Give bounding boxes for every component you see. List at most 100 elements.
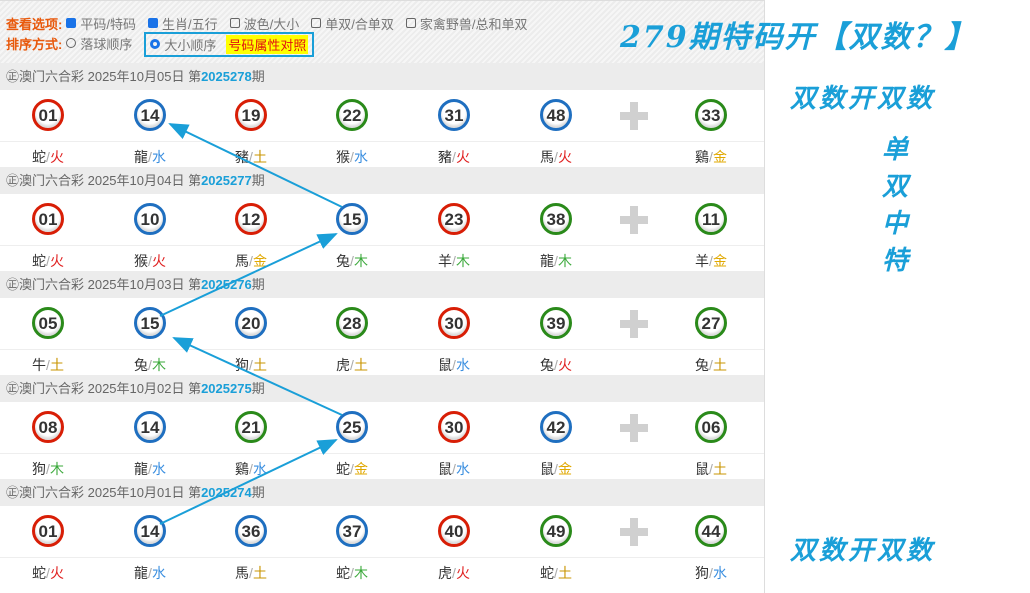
zodiac: 狗	[695, 565, 710, 581]
checkbox[interactable]	[147, 18, 158, 28]
zodiac-element: 狗/土	[235, 357, 267, 373]
draw-header: ㊣澳门六合彩 2025年10月05日 第2025278期	[0, 63, 764, 90]
compare-link[interactable]: 号码属性对照	[226, 34, 309, 54]
view-option[interactable]: 波色/大小	[229, 14, 299, 33]
element: 木	[151, 357, 166, 373]
zodiac: 羊	[695, 253, 710, 269]
headline-annotation: 279期特码开【双数？】	[620, 20, 977, 55]
zodiac: 兔	[134, 357, 149, 373]
zodiac-element: 鼠/土	[695, 461, 727, 477]
radio[interactable]	[66, 38, 77, 48]
number-ball: 27	[695, 307, 727, 339]
number-ball: 28	[336, 307, 368, 339]
ball-row: 05 15 20 28 30 39 27	[0, 298, 764, 350]
element: 土	[712, 357, 727, 373]
zodiac: 龍	[134, 149, 149, 165]
zodiac-element: 狗/木	[32, 461, 64, 477]
zodiac-element: 蛇/火	[32, 253, 64, 269]
draw-header: ㊣澳门六合彩 2025年10月04日 第2025277期	[0, 167, 764, 194]
view-option[interactable]: 生肖/五行	[147, 14, 218, 33]
checkbox[interactable]	[405, 18, 416, 28]
view-option[interactable]: 平码/特码	[66, 14, 136, 33]
zodiac-element: 兔/土	[695, 357, 727, 373]
zodiac-element: 龍/水	[134, 565, 166, 581]
zodiac: 鼠	[540, 461, 555, 477]
plus-icon	[620, 414, 648, 442]
number-ball: 49	[540, 515, 572, 547]
ball-row: 01 10 12 15 23 38 11	[0, 194, 764, 246]
issue-number: 2025278	[201, 69, 252, 84]
draw-header: ㊣澳门六合彩 2025年10月01日 第2025274期	[0, 479, 764, 506]
zodiac-element: 猴/水	[336, 149, 368, 165]
zodiac-element: 蛇/土	[540, 565, 572, 581]
zodiac: 豬	[438, 149, 453, 165]
number-ball: 01	[32, 515, 64, 547]
number-ball: 25	[336, 411, 368, 443]
element: 水	[455, 461, 470, 477]
zodiac-element: 豬/火	[438, 149, 470, 165]
element: 木	[353, 565, 368, 581]
checkbox[interactable]	[229, 18, 240, 28]
view-option[interactable]: 单双/合单双	[311, 14, 394, 33]
checkbox[interactable]	[311, 18, 322, 28]
number-ball: 15	[134, 307, 166, 339]
zodiac: 馬	[540, 149, 555, 165]
view-options-label: 查看选项:	[6, 16, 63, 32]
element: 火	[49, 253, 64, 269]
zodiac: 猴	[336, 149, 351, 165]
zodiac-element: 蛇/火	[32, 149, 64, 165]
zodiac: 蛇	[336, 461, 351, 477]
arrow-line	[159, 439, 338, 525]
zodiac-row: 狗/木 龍/水 鷄/水 蛇/金 鼠/水 鼠/金 鼠/土	[0, 454, 764, 480]
zodiac: 兔	[695, 357, 710, 373]
number-ball: 08	[32, 411, 64, 443]
zodiac-element: 羊/木	[438, 253, 470, 269]
number-ball: 48	[540, 99, 572, 131]
zodiac: 兔	[540, 357, 555, 373]
issue-number: 2025277	[201, 173, 252, 188]
element: 水	[151, 149, 166, 165]
number-ball: 19	[235, 99, 267, 131]
element: 金	[353, 461, 368, 477]
element: 金	[557, 461, 572, 477]
zodiac-element: 鷄/水	[235, 461, 267, 477]
view-option[interactable]: 家禽野兽/总和单双	[405, 14, 527, 33]
element: 金	[252, 253, 267, 269]
arrow-line	[168, 123, 343, 208]
option-label: 生肖/五行	[161, 16, 218, 32]
issue-number: 2025275	[201, 381, 252, 396]
element: 木	[353, 253, 368, 269]
zodiac: 龍	[540, 253, 555, 269]
zodiac: 鼠	[695, 461, 710, 477]
sort-option[interactable]: 大小顺序	[150, 35, 216, 54]
plus-icon	[620, 206, 648, 234]
element: 土	[252, 357, 267, 373]
number-ball: 10	[134, 203, 166, 235]
element: 水	[151, 461, 166, 477]
zodiac-row: 牛/土 兔/木 狗/土 虎/土 鼠/水 兔/火 兔/土	[0, 350, 764, 376]
number-ball: 37	[336, 515, 368, 547]
plus-icon	[620, 310, 648, 338]
draw-header: ㊣澳门六合彩 2025年10月03日 第2025276期	[0, 271, 764, 298]
number-ball: 14	[134, 411, 166, 443]
issue-suffix: 期	[251, 69, 265, 84]
radio[interactable]	[150, 39, 161, 49]
sort-option[interactable]: 落球顺序	[66, 34, 132, 53]
zodiac-element: 鼠/水	[438, 461, 470, 477]
vertical-char: 特	[881, 246, 908, 276]
element: 水	[252, 461, 267, 477]
sort-label: 排序方式:	[6, 36, 63, 52]
number-ball: 01	[32, 203, 64, 235]
number-ball: 05	[32, 307, 64, 339]
number-ball: 12	[235, 203, 267, 235]
zodiac: 狗	[235, 357, 250, 373]
zodiac-element: 兔/木	[134, 357, 166, 373]
option-label: 单双/合单双	[325, 16, 394, 32]
checkbox[interactable]	[66, 18, 77, 28]
zodiac-element: 猴/火	[134, 253, 166, 269]
number-ball: 23	[438, 203, 470, 235]
element: 火	[455, 565, 470, 581]
zodiac-element: 蛇/金	[336, 461, 368, 477]
draw-record: ㊣澳门六合彩 2025年10月05日 第2025278期 01 14 19 22 31 4…	[0, 63, 764, 167]
element: 火	[49, 149, 64, 165]
